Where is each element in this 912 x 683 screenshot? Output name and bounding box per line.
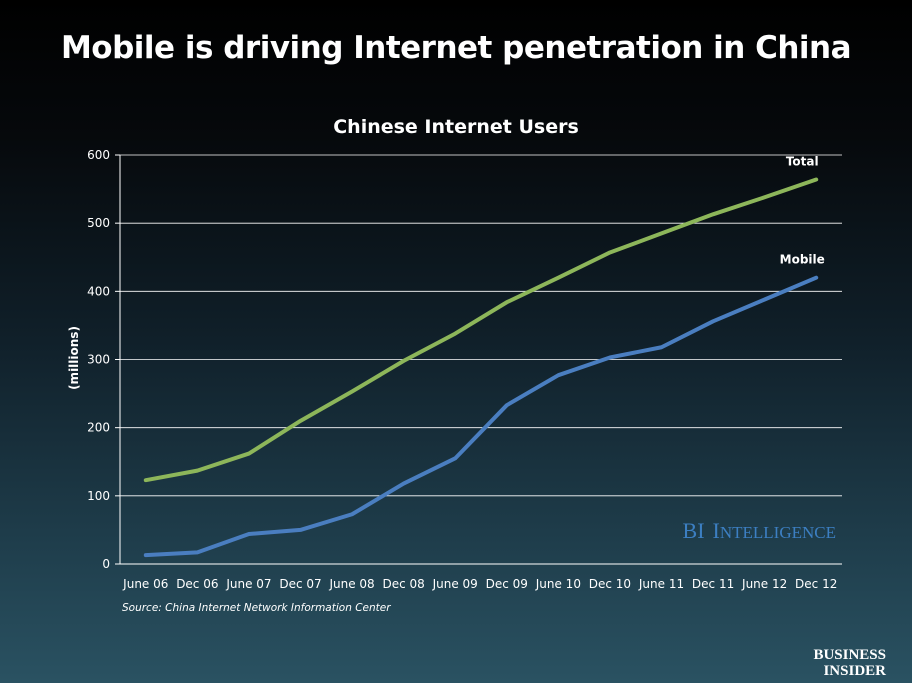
x-tick-label: June 08	[328, 577, 374, 591]
x-tick-label: June 06	[122, 577, 168, 591]
watermark-bi: BI	[683, 518, 705, 543]
watermark-cap: I	[713, 518, 720, 543]
source-note: Source: China Internet Network Informati…	[122, 602, 391, 614]
series-line-total	[143, 177, 819, 483]
logo-line1: BUSINESS	[813, 647, 886, 663]
x-tick-label: June 10	[535, 577, 581, 591]
chart-title: Chinese Internet Users	[333, 116, 579, 138]
x-tick-label: Dec 09	[486, 577, 528, 591]
x-tick-label: Dec 10	[589, 577, 631, 591]
y-tick-label: 400	[87, 284, 110, 298]
x-tick-label: Dec 11	[692, 577, 734, 591]
series-label-mobile: Mobile	[780, 253, 825, 267]
series-group	[143, 177, 819, 558]
series-labels: Total Mobile	[780, 155, 825, 267]
y-tick-label: 0	[102, 557, 110, 571]
series-line-mobile	[143, 275, 819, 558]
series-label-total: Total	[786, 155, 819, 169]
y-tick-label: 500	[87, 216, 110, 230]
x-tick-label: June 09	[432, 577, 478, 591]
bi-intelligence-watermark: BI INTELLIGENCE	[683, 518, 836, 543]
x-tick-label: Dec 06	[176, 577, 218, 591]
y-tick-label: 100	[87, 489, 110, 503]
logo-line2: INSIDER	[823, 663, 886, 679]
business-insider-logo: BUSINESS INSIDER	[813, 647, 886, 679]
x-tick-label: Dec 07	[279, 577, 321, 591]
headline: Mobile is driving Internet penetration i…	[60, 30, 852, 66]
x-tick-label: June 12	[741, 577, 787, 591]
y-tick-label: 300	[87, 353, 110, 367]
gridlines	[120, 154, 842, 497]
y-tick-label: 200	[87, 421, 110, 435]
y-axis-label: (millions)	[67, 326, 81, 390]
x-tick-label: June 11	[638, 577, 684, 591]
x-tick-labels: June 06 Dec 06 June 07 Dec 07 June 08 Dec 08 J…	[122, 577, 837, 591]
y-tick-label: 600	[87, 148, 110, 162]
y-tick-labels: 0 100 200 300 400 500 600	[87, 148, 120, 571]
x-tick-label: June 07	[225, 577, 271, 591]
x-tick-label: Dec 12	[795, 577, 837, 591]
x-tick-label: Dec 08	[382, 577, 424, 591]
watermark-rest: NTELLIGENCE	[720, 523, 836, 542]
